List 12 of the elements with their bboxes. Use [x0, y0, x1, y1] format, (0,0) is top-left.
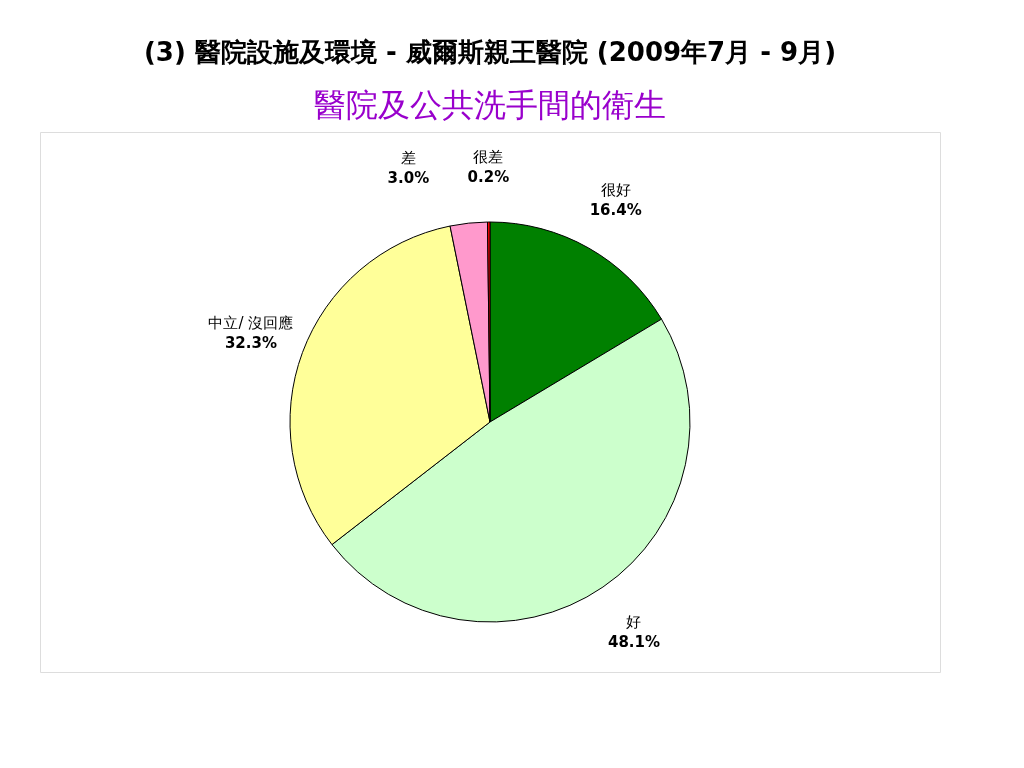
data-label: 3.0%: [387, 169, 430, 188]
slice-label: 差: [400, 149, 416, 168]
data-label: 48.1%: [607, 633, 661, 652]
data-label: 0.2%: [467, 168, 510, 187]
slice-label: 好: [626, 613, 642, 632]
slice-label: 很好: [600, 181, 631, 200]
slice-label: 很差: [473, 148, 504, 167]
data-label: 16.4%: [589, 201, 642, 220]
data-label: 32.3%: [224, 334, 277, 353]
slice-label: 中立/ 沒回應: [208, 314, 294, 333]
chart-subtitle: 醫院及公共洗手間的衛生: [314, 86, 666, 124]
chart-title: (3) 醫院設施及環境 - 威爾斯親王醫院 (2009年7月 - 9月): [143, 37, 837, 67]
